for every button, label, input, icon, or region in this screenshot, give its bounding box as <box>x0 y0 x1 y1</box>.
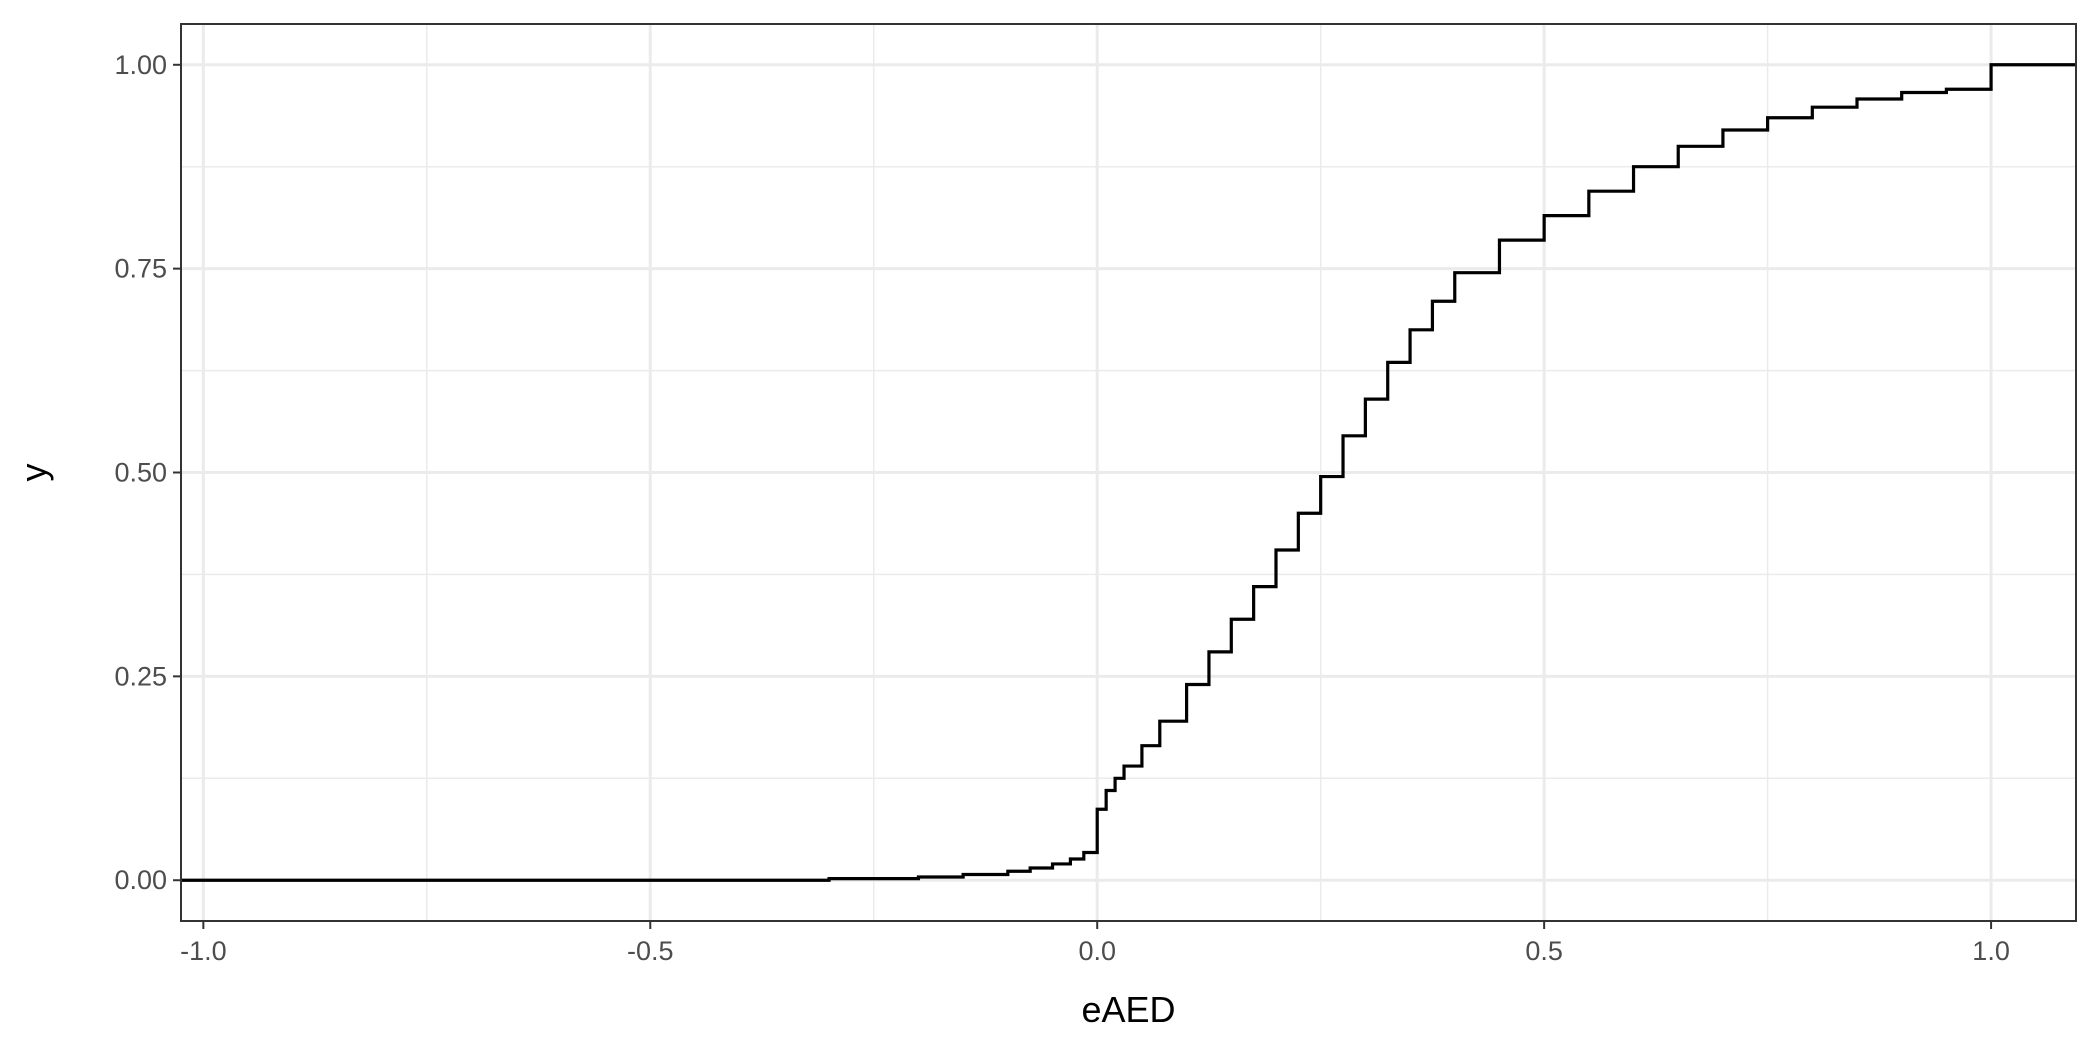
y-tick-label: 0.00 <box>114 865 167 895</box>
major-gridlines <box>181 24 2076 921</box>
y-axis-title: y <box>13 464 54 482</box>
x-tick-label: -1.0 <box>180 936 227 966</box>
x-tick-label: -0.5 <box>627 936 674 966</box>
x-axis: -1.0 -0.5 0.0 0.5 1.0 <box>180 921 2010 966</box>
minor-gridlines <box>181 24 2076 921</box>
x-tick-label: 1.0 <box>1972 936 2010 966</box>
series-line <box>181 63 2076 882</box>
y-tick-label: 0.50 <box>114 458 167 488</box>
y-tick-label: 0.25 <box>114 661 167 691</box>
y-tick-label: 1.00 <box>114 50 167 80</box>
y-tick-label: 0.75 <box>114 254 167 284</box>
x-axis-title: eAED <box>1081 989 1175 1030</box>
x-tick-label: 0.5 <box>1525 936 1563 966</box>
x-tick-label: 0.0 <box>1078 936 1116 966</box>
y-axis: 0.00 0.25 0.50 0.75 1.00 <box>114 50 181 895</box>
series-layer <box>181 63 2076 882</box>
